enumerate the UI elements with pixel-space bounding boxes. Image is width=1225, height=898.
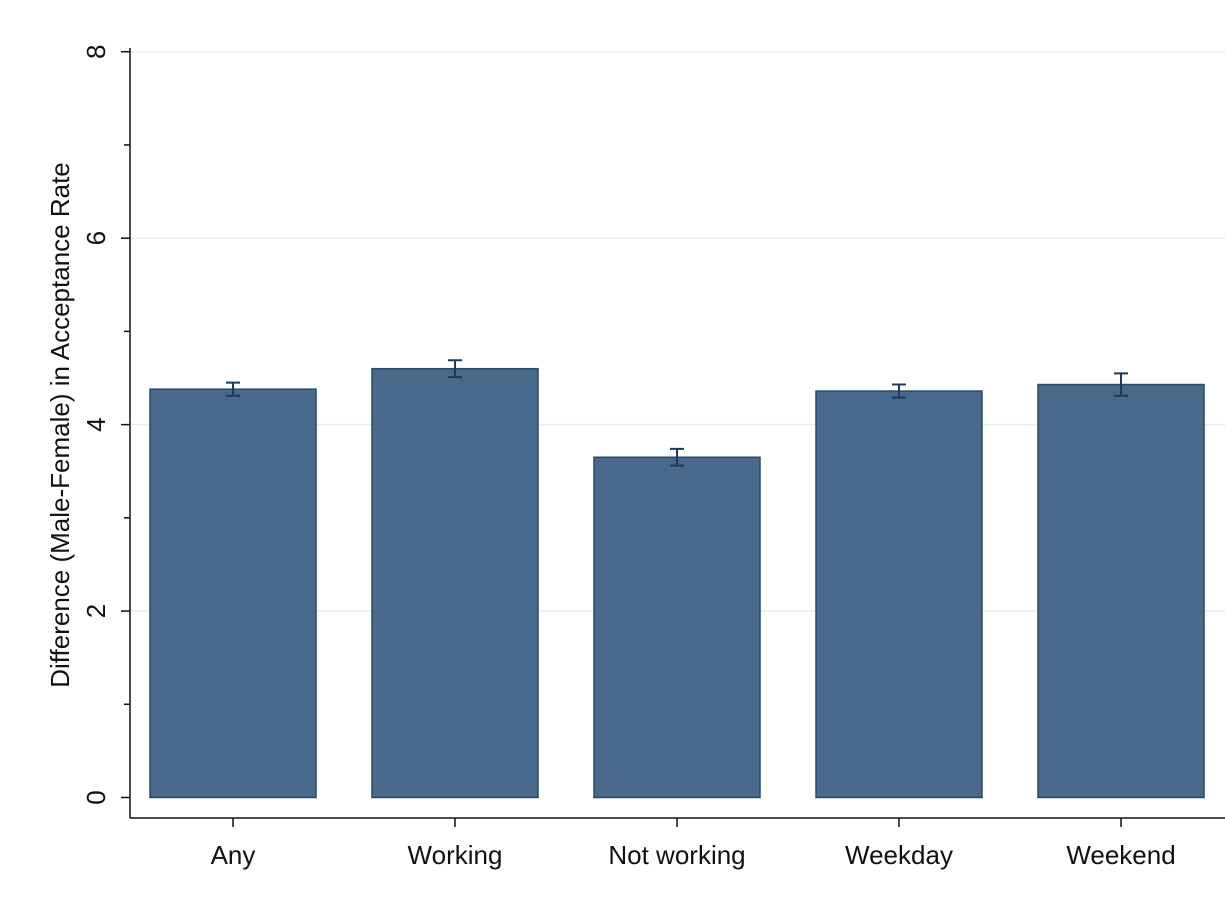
- y-axis-label: Difference (Male-Female) in Acceptance R…: [45, 162, 75, 688]
- x-tick-label: Weekend: [1066, 840, 1175, 870]
- y-tick-label: 4: [81, 417, 111, 431]
- error-bar: [448, 359, 462, 379]
- bar: [1037, 383, 1205, 799]
- y-tick-label: 0: [81, 790, 111, 804]
- x-tick-label: Not working: [608, 840, 745, 870]
- error-bar: [670, 447, 684, 467]
- x-tick-label: Weekday: [845, 840, 953, 870]
- bar: [149, 388, 317, 799]
- error-bar: [1114, 372, 1128, 397]
- x-tick-label: Any: [211, 840, 256, 870]
- y-tick-label: 8: [81, 44, 111, 58]
- bar: [593, 456, 761, 799]
- x-tick-label: Working: [408, 840, 503, 870]
- bar: [815, 390, 983, 799]
- error-bar: [226, 381, 240, 397]
- y-tick-label: 2: [81, 604, 111, 618]
- bar: [371, 367, 539, 799]
- y-tick-label: 6: [81, 231, 111, 245]
- error-bar: [892, 383, 906, 399]
